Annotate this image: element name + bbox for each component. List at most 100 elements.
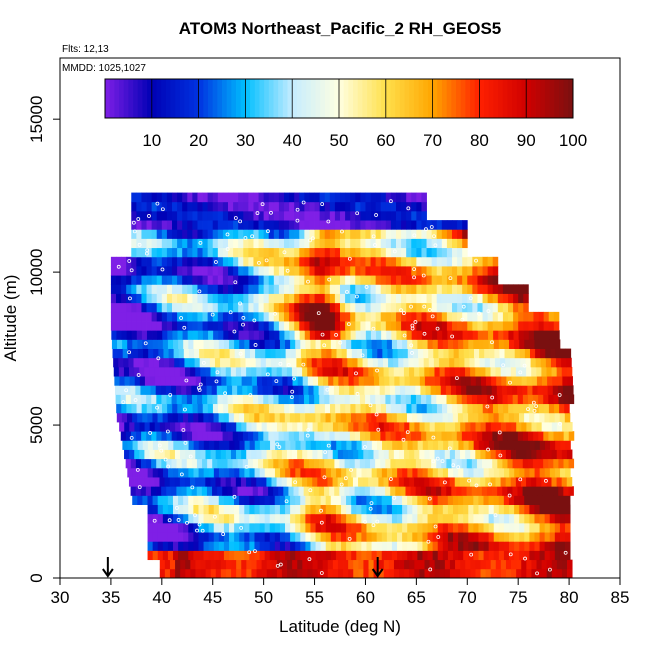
heatmap-cell (531, 449, 537, 460)
heatmap-cell (229, 504, 235, 515)
heatmap-cell (285, 532, 291, 542)
heatmap-cell (178, 504, 184, 515)
heatmap-cell (195, 422, 201, 432)
heatmap-cell (449, 559, 456, 570)
heatmap-cell (161, 275, 168, 285)
heatmap-cell (371, 550, 378, 561)
heatmap-cell (548, 321, 555, 331)
heatmap-cell (309, 311, 315, 322)
heatmap-cell (275, 440, 281, 450)
heatmap-cell (113, 366, 120, 377)
heatmap-cell (270, 348, 276, 359)
heatmap-cell (187, 266, 193, 276)
heatmap-cell (152, 541, 159, 551)
heatmap-cell (330, 550, 337, 561)
heatmap-cell (310, 541, 316, 551)
heatmap-cell (329, 201, 336, 212)
heatmap-cell (444, 357, 450, 368)
heatmap-cell (263, 293, 270, 304)
heatmap-cell (256, 477, 262, 487)
heatmap-cell (368, 449, 374, 460)
heatmap-cell (426, 266, 433, 276)
heatmap-cell (255, 348, 261, 359)
heatmap-cell (163, 348, 169, 359)
heatmap-cell (151, 275, 158, 285)
heatmap-cell (366, 513, 372, 524)
heatmap-cell (412, 541, 418, 551)
heatmap-cell (290, 467, 296, 478)
heatmap-cell (193, 440, 200, 450)
heatmap-cell (316, 348, 322, 359)
heatmap-cell (386, 412, 393, 423)
heatmap-cell (222, 302, 229, 313)
heatmap-cell (309, 330, 316, 340)
heatmap-cell (310, 522, 316, 533)
heatmap-cell (502, 311, 509, 322)
heatmap-cell (422, 440, 429, 450)
colorbar-swatch (413, 79, 419, 118)
heatmap-cell (192, 293, 198, 304)
heatmap-cell (202, 431, 208, 441)
heatmap-cell (207, 192, 214, 203)
observation-point (253, 343, 258, 347)
heatmap-cell (390, 431, 397, 441)
heatmap-cell (241, 568, 247, 579)
heatmap-cell (365, 284, 371, 294)
heatmap-cell (438, 348, 444, 359)
heatmap-cell (448, 467, 454, 478)
heatmap-cell (554, 412, 561, 423)
heatmap-cell (335, 504, 342, 515)
colorbar-swatch (217, 79, 223, 118)
heatmap-cell (477, 311, 483, 322)
heatmap-cell (218, 522, 225, 533)
heatmap-cell (110, 284, 117, 294)
heatmap-cell (353, 568, 359, 579)
heatmap-cell (149, 477, 155, 487)
heatmap-cell (381, 541, 388, 551)
heatmap-cell (565, 513, 571, 524)
heatmap-cell (324, 201, 331, 212)
colorbar-swatch (179, 79, 185, 118)
heatmap-cell (431, 302, 438, 313)
heatmap-cell (246, 366, 252, 377)
heatmap-cell (268, 311, 275, 322)
heatmap-cell (166, 201, 173, 212)
heatmap-cell (373, 559, 380, 570)
heatmap-cell (285, 550, 291, 561)
heatmap-cell (181, 385, 187, 395)
heatmap-cell (345, 311, 351, 322)
heatmap-cell (182, 247, 188, 258)
heatmap-cell (248, 311, 254, 322)
heatmap-cell (191, 394, 198, 405)
heatmap-cell (144, 477, 150, 487)
heatmap-cell (312, 568, 318, 579)
heatmap-cell (317, 422, 324, 432)
heatmap-cell (493, 532, 500, 542)
heatmap-cell (269, 467, 276, 478)
heatmap-cell (370, 238, 377, 249)
heatmap-cell (346, 513, 352, 524)
heatmap-cell (207, 210, 214, 221)
heatmap-cell (322, 477, 328, 487)
heatmap-cell (122, 339, 128, 349)
heatmap-cell (427, 532, 434, 542)
heatmap-cell (147, 495, 153, 505)
heatmap-cell (547, 376, 553, 386)
heatmap-cell (297, 568, 303, 579)
observation-point (306, 428, 311, 432)
heatmap-cell (370, 256, 377, 267)
heatmap-cell (206, 376, 212, 386)
heatmap-cell (330, 330, 336, 340)
heatmap-cell (269, 339, 276, 349)
heatmap-cell (407, 495, 413, 505)
heatmap-cell (385, 247, 392, 258)
heatmap-cell (299, 275, 305, 285)
heatmap-cell (407, 532, 413, 542)
heatmap-cell (370, 275, 377, 285)
heatmap-cell (390, 238, 397, 249)
heatmap-cell (385, 256, 392, 267)
colorbar-swatch (549, 79, 555, 118)
heatmap-cell (457, 330, 463, 340)
heatmap-cell (541, 366, 547, 377)
heatmap-cell (501, 385, 508, 395)
